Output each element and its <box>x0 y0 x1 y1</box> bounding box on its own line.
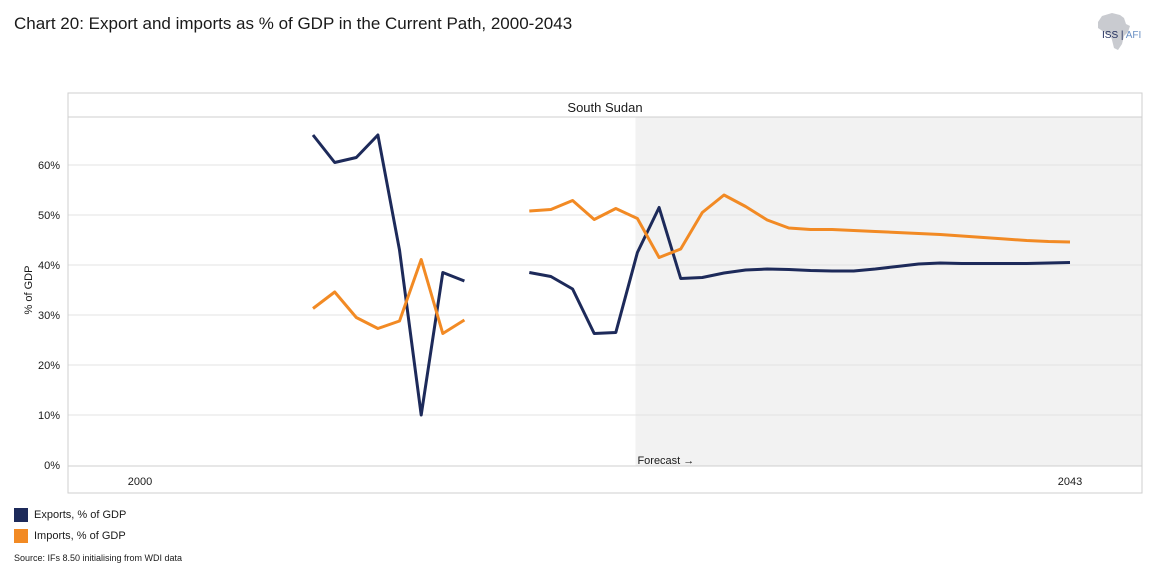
legend-imports-swatch <box>14 529 28 543</box>
y-tick-label: 20% <box>38 360 60 372</box>
exports-line-segment-2 <box>529 206 1071 335</box>
imports-line-segment-2 <box>529 193 1071 259</box>
y-tick-label: 40% <box>38 260 60 272</box>
y-tick-label: 10% <box>38 410 60 422</box>
y-tick-labels: 0% 10% 20% 30% 40% 50% 60% <box>38 160 60 472</box>
x-tick-label: 2043 <box>1058 476 1082 488</box>
iss-afi-logo: ISS | AFI <box>1102 30 1141 41</box>
y-tick-label: 60% <box>38 160 60 172</box>
africa-map-icon <box>1098 13 1130 50</box>
y-tick-label: 30% <box>38 310 60 322</box>
logo-divider: | <box>1120 30 1124 41</box>
legend-exports: Exports, % of GDP <box>14 508 126 522</box>
y-axis-label: % of GDP <box>23 266 35 315</box>
forecast-region <box>635 117 1142 466</box>
x-tick-labels: 2000 2043 <box>128 476 1082 488</box>
x-tick-label: 2000 <box>128 476 152 488</box>
panel-title: South Sudan <box>567 100 642 115</box>
legend-exports-swatch <box>14 508 28 522</box>
exports-line-segment-1 <box>311 133 465 417</box>
chart-title: Chart 20: Export and imports as % of GDP… <box>14 14 573 33</box>
y-tick-label: 50% <box>38 210 60 222</box>
source-note: Source: IFs 8.50 initialising from WDI d… <box>14 553 183 563</box>
logo-main: ISS <box>1102 30 1119 41</box>
legend-imports: Imports, % of GDP <box>14 529 126 543</box>
forecast-label: Forecast → <box>637 455 694 467</box>
logo-sub: AFI <box>1125 30 1142 41</box>
panel-border <box>67 92 1143 494</box>
imports-line-segment-1 <box>312 258 466 335</box>
legend-exports-label: Exports, % of GDP <box>34 508 127 521</box>
y-tick-label: 0% <box>44 460 60 472</box>
legend-imports-label: Imports, % of GDP <box>34 529 126 542</box>
series-lines <box>311 133 1071 417</box>
